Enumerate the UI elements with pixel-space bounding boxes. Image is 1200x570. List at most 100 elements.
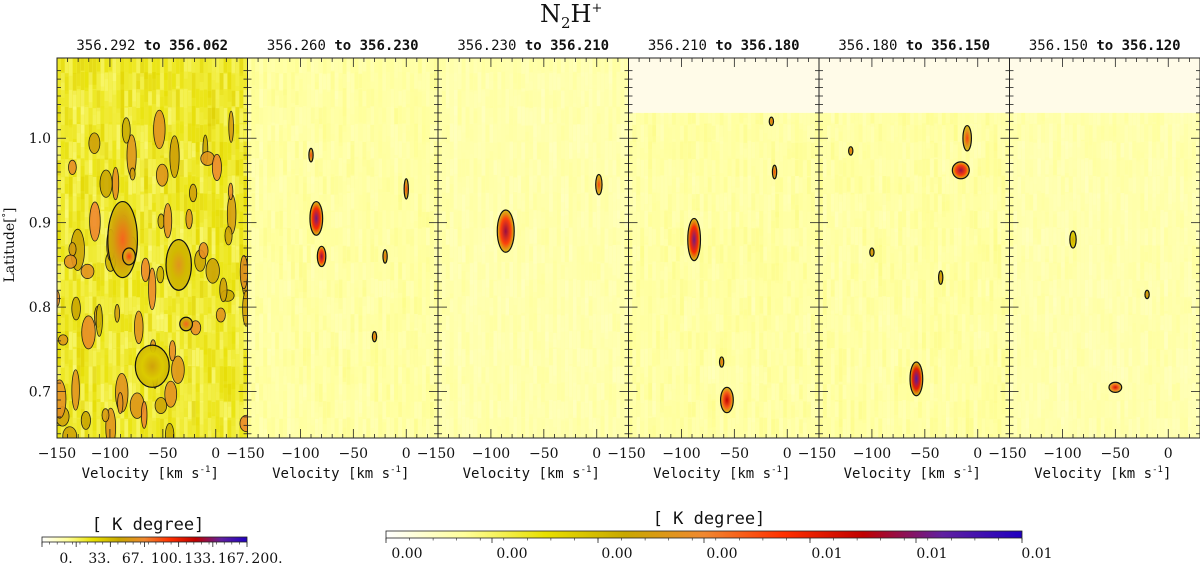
noise-cell: [581, 91, 585, 107]
noise-cell: [89, 108, 93, 127]
noise-cell: [712, 212, 716, 227]
noise-cell: [478, 315, 482, 335]
noise-cell: [486, 316, 490, 331]
noise-cell: [458, 74, 462, 89]
noise-cell: [307, 281, 311, 300]
noise-cell: [335, 91, 339, 107]
noise-cell: [184, 177, 188, 194]
noise-cell: [343, 74, 347, 88]
noise-cell: [327, 367, 331, 384]
noise-cell: [597, 367, 601, 383]
noise-cell: [418, 419, 422, 434]
noise-cell: [327, 418, 331, 446]
noise-cell: [577, 384, 581, 402]
noise-cell: [382, 419, 386, 435]
noise-cell: [521, 126, 525, 142]
noise-cell: [402, 263, 406, 281]
noise-cell: [319, 281, 323, 298]
noise-cell: [680, 332, 684, 352]
noise-cell: [775, 315, 779, 331]
noise-cell: [224, 418, 228, 450]
noise-cell: [263, 246, 267, 264]
noise-cell: [323, 418, 327, 444]
noise-cell: [208, 108, 212, 126]
noise-cell: [803, 160, 807, 179]
noise-cell: [386, 91, 390, 108]
noise-cell: [279, 402, 283, 419]
noise-cell: [386, 417, 390, 451]
noise-cell: [255, 316, 259, 331]
noise-cell: [228, 418, 232, 448]
noise-cell: [454, 419, 458, 438]
noise-cell: [748, 367, 752, 384]
noise-cell: [77, 74, 81, 92]
noise-cell: [85, 246, 89, 262]
noise-cell: [327, 194, 331, 212]
noise-cell: [807, 177, 811, 194]
noise-cell: [509, 418, 513, 445]
noise-cell: [517, 56, 521, 73]
noise-cell: [351, 333, 355, 351]
noise-cell: [565, 418, 569, 443]
noise-cell: [172, 177, 176, 194]
noise-cell: [478, 160, 482, 179]
noise-cell: [490, 108, 494, 127]
noise-cell: [756, 315, 760, 332]
noise-cell: [692, 418, 696, 447]
noise-cell: [152, 418, 156, 446]
noise-cell: [224, 160, 228, 178]
noise-cell: [283, 160, 287, 175]
noise-cell: [505, 402, 509, 417]
noise-cell: [521, 418, 525, 446]
noise-cell: [363, 57, 367, 72]
noise-cell: [565, 281, 569, 301]
noise-cell: [664, 229, 668, 247]
noise-cell: [684, 177, 688, 195]
noise-cell: [799, 298, 803, 316]
x-axis-label-close: ]: [210, 466, 218, 482]
noise-cell: [378, 419, 382, 438]
noise-cell: [446, 125, 450, 143]
noise-cell: [537, 298, 541, 314]
x-axis-label-close: ]: [401, 466, 409, 482]
noise-cell: [176, 316, 180, 331]
noise-cell: [625, 177, 629, 196]
noise-cell: [537, 418, 541, 449]
noise-cell: [652, 417, 656, 451]
noise-cell: [69, 177, 73, 197]
noise-cell: [549, 212, 553, 228]
noise-cell: [494, 229, 498, 243]
noise-cell: [196, 417, 200, 451]
noise-cell: [466, 350, 470, 366]
noise-cell: [97, 419, 101, 434]
noise-cell: [117, 333, 121, 348]
noise-cell: [541, 402, 545, 417]
noise-cell: [799, 246, 803, 263]
noise-cell: [759, 194, 763, 211]
contour-feature: [72, 297, 81, 320]
noise-cell: [446, 350, 450, 366]
noise-cell: [394, 402, 398, 417]
noise-cell: [69, 74, 73, 89]
noise-cell: [97, 402, 101, 416]
noise-cell: [640, 367, 644, 383]
noise-cell: [375, 246, 379, 261]
noise-cell: [640, 160, 644, 178]
noise-cell: [803, 142, 807, 161]
range-to-word: to: [135, 38, 169, 54]
noise-cell: [791, 281, 795, 297]
noise-cell: [557, 229, 561, 247]
noise-cell: [704, 419, 708, 434]
noise-cell: [636, 247, 640, 261]
noise-cell: [279, 246, 283, 265]
noise-cell: [140, 212, 144, 230]
noise-cell: [228, 315, 232, 334]
noise-cell: [732, 298, 736, 315]
noise-cell: [601, 263, 605, 283]
noise-cell: [640, 418, 644, 446]
noise-cell: [521, 316, 525, 331]
x-tick-label: −150: [417, 446, 455, 462]
y-axis-label-prefix: Latitude[: [2, 217, 18, 282]
noise-cell: [680, 316, 684, 331]
noise-cell: [192, 417, 196, 450]
